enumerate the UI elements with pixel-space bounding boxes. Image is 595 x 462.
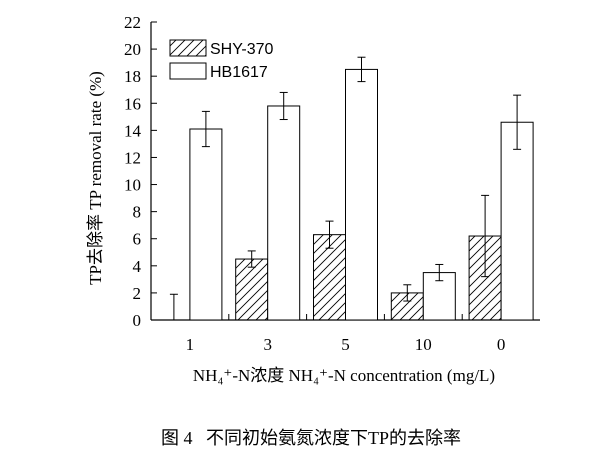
y-tick-label: 18 xyxy=(124,67,141,86)
bar-hb1617 xyxy=(500,121,534,321)
legend-swatch xyxy=(169,62,207,80)
x-tick-label: 3 xyxy=(263,335,272,354)
y-tick-label: 6 xyxy=(133,230,142,249)
y-tick-label: 16 xyxy=(124,94,141,113)
y-tick-label: 4 xyxy=(133,257,142,276)
x-tick-label: 10 xyxy=(415,335,432,354)
y-tick-label: 0 xyxy=(133,311,142,330)
legend-label: SHY-370 xyxy=(210,41,274,58)
legend-label: HB1617 xyxy=(210,64,268,81)
bar-series xyxy=(189,68,534,321)
y-tick-label: 12 xyxy=(124,148,141,167)
y-tick-label: 20 xyxy=(124,40,141,59)
x-axis-ticks: 1 3 5 10 0 xyxy=(186,314,506,354)
figure-caption: 图 4 不同初始氨氮浓度下TP的去除率 xyxy=(161,428,461,448)
x-tick-label: 1 xyxy=(186,335,195,354)
chart-legend: SHY-370 HB1617 xyxy=(169,39,274,81)
y-axis-ticks: 0 2 4 6 8 10 12 14 16 18 20 22 xyxy=(124,13,157,330)
y-tick-label: 10 xyxy=(124,176,141,195)
x-tick-label: 0 xyxy=(497,335,506,354)
x-tick-label: 5 xyxy=(341,335,350,354)
bar-hb1617 xyxy=(189,128,223,321)
bar-hb1617 xyxy=(345,68,378,321)
y-tick-label: 22 xyxy=(124,13,141,32)
y-tick-label: 2 xyxy=(133,284,142,303)
x-axis-label: NH₄⁺-N浓度 NH₄⁺-N concentration (mg/L) xyxy=(193,366,495,385)
y-tick-label: 8 xyxy=(133,203,142,222)
y-axis-label: TP去除率 TP removal rate (%) xyxy=(86,71,105,285)
bar-shy-370 xyxy=(235,258,269,321)
legend-swatch xyxy=(169,39,207,57)
y-tick-label: 14 xyxy=(124,121,142,140)
error-bars xyxy=(169,56,522,320)
bar-hb1617 xyxy=(267,105,301,321)
